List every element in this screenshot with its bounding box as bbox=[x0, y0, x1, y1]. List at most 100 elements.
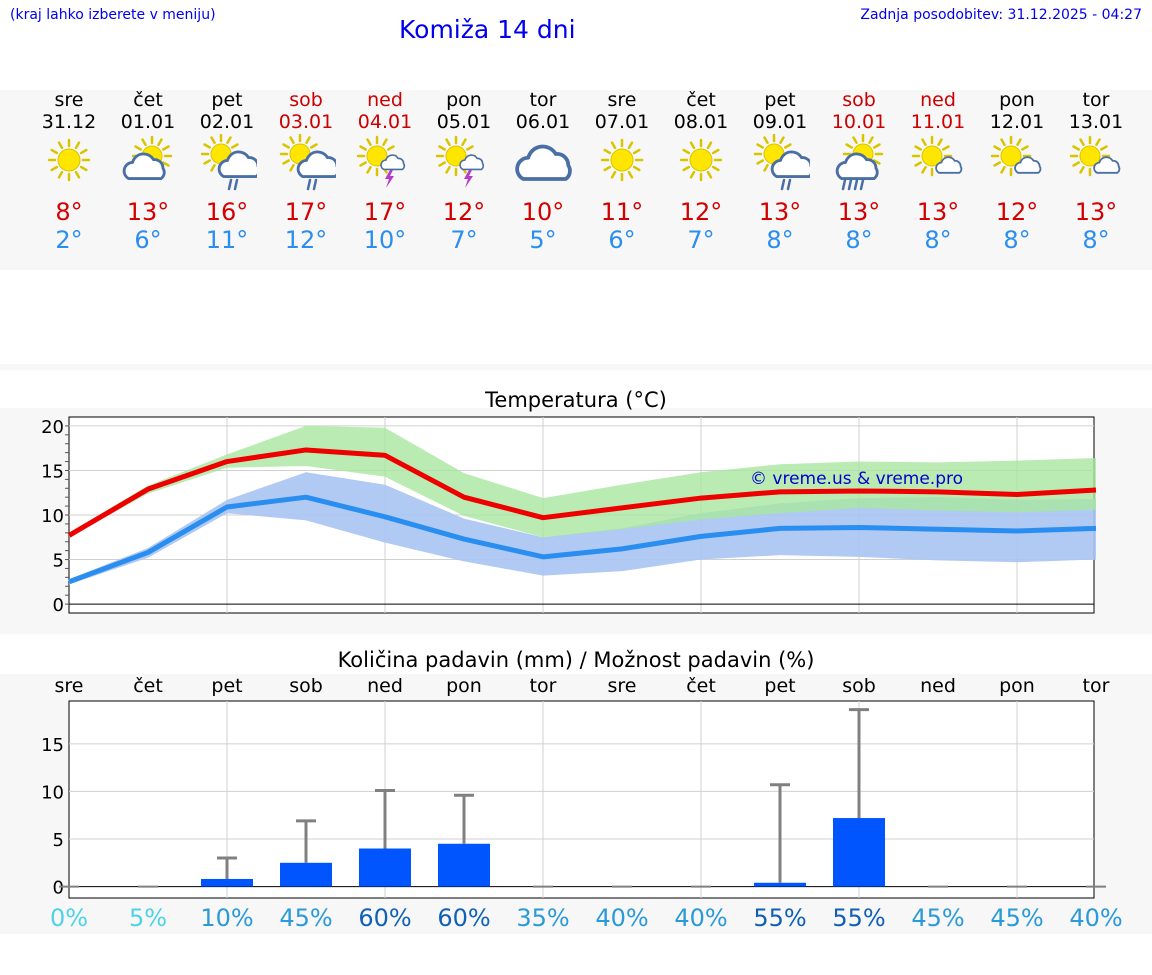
precip-probability: 45% bbox=[279, 904, 333, 932]
separator-band bbox=[0, 364, 1152, 370]
day-name: tor bbox=[1082, 89, 1110, 111]
min-temperature: 8° bbox=[1003, 226, 1031, 254]
precip-probability: 40% bbox=[1069, 904, 1123, 932]
sun-cloud-rain-icon bbox=[200, 134, 257, 191]
max-temperature: 13° bbox=[837, 198, 881, 226]
precip-day-label: sre bbox=[54, 675, 84, 697]
precip-probability: 0% bbox=[49, 904, 89, 932]
precip-probability: 45% bbox=[990, 904, 1044, 932]
precip-day-label: čet bbox=[686, 675, 716, 697]
min-temperature: 8° bbox=[766, 226, 794, 254]
min-temperature: 8° bbox=[924, 226, 952, 254]
min-temperature: 7° bbox=[450, 226, 478, 254]
precip-y-tick-label: 0 bbox=[53, 878, 64, 899]
day-date: 03.01 bbox=[278, 111, 334, 133]
precip-probability: 55% bbox=[753, 904, 807, 932]
sun-cloud-rain-icon bbox=[753, 134, 810, 191]
precip-probability: 60% bbox=[437, 904, 491, 932]
precip-probability: 5% bbox=[128, 904, 168, 932]
day-name: pet bbox=[211, 89, 243, 111]
max-temperature: 8° bbox=[55, 198, 83, 226]
menu-hint[interactable]: (kraj lahko izberete v meniju) bbox=[10, 7, 216, 23]
precip-probability: 55% bbox=[832, 904, 886, 932]
max-temperature: 12° bbox=[442, 198, 486, 226]
sun-cloud-heavy-rain-icon bbox=[835, 134, 884, 191]
day-name: pon bbox=[446, 89, 482, 111]
day-date: 11.01 bbox=[910, 111, 966, 133]
day-name: pet bbox=[764, 89, 796, 111]
min-temperature: 5° bbox=[529, 226, 557, 254]
day-name: tor bbox=[529, 89, 557, 111]
precip-day-label: pon bbox=[446, 675, 482, 697]
day-name: ned bbox=[920, 89, 956, 111]
max-temperature: 13° bbox=[1074, 198, 1118, 226]
sun-storm-icon bbox=[435, 135, 485, 188]
precipitation-chart-title: Količina padavin (mm) / Možnost padavin … bbox=[337, 648, 815, 672]
sun-small-cloud-icon bbox=[911, 135, 963, 177]
precip-y-tick-label: 10 bbox=[41, 782, 64, 803]
day-name: sob bbox=[289, 89, 323, 111]
precip-plot-area bbox=[68, 700, 1095, 899]
sun-icon bbox=[679, 138, 723, 182]
temperature-chart: 0 5 10 15 20 © vreme.us & vreme.pro bbox=[41, 416, 1097, 616]
max-temperature: 13° bbox=[758, 198, 802, 226]
precip-bar bbox=[201, 878, 253, 887]
max-temperature: 10° bbox=[521, 198, 565, 226]
temperature-chart-title: Temperatura (°C) bbox=[485, 388, 667, 412]
precip-bar bbox=[833, 818, 885, 887]
precip-day-label: tor bbox=[1082, 675, 1110, 697]
day-name: sre bbox=[607, 89, 637, 111]
day-name: čet bbox=[133, 89, 163, 111]
precip-bar bbox=[438, 843, 490, 887]
precip-day-label: tor bbox=[529, 675, 557, 697]
min-temperature: 6° bbox=[134, 226, 162, 254]
day-name: ned bbox=[367, 89, 403, 111]
sun-cloud-rain-icon bbox=[279, 134, 336, 191]
precip-day-label: ned bbox=[920, 675, 956, 697]
day-date: 13.01 bbox=[1068, 111, 1124, 133]
sun-small-cloud-icon bbox=[1069, 135, 1121, 177]
day-name: čet bbox=[686, 89, 716, 111]
temp-y-tick-label: 20 bbox=[41, 417, 64, 438]
day-date: 10.01 bbox=[831, 111, 887, 133]
last-update: Zadnja posodobitev: 31.12.2025 - 04:27 bbox=[860, 7, 1142, 23]
precip-day-label: sob bbox=[289, 675, 323, 697]
precip-day-label: sre bbox=[607, 675, 637, 697]
day-name: sre bbox=[54, 89, 84, 111]
precip-probability: 45% bbox=[911, 904, 965, 932]
max-temperature: 12° bbox=[679, 198, 723, 226]
day-date: 01.01 bbox=[120, 111, 176, 133]
precip-probability: 35% bbox=[516, 904, 570, 932]
precip-bar bbox=[359, 848, 411, 887]
max-temperature: 13° bbox=[126, 198, 170, 226]
precip-day-label: ned bbox=[367, 675, 403, 697]
max-temperature: 16° bbox=[205, 198, 249, 226]
day-name: pon bbox=[999, 89, 1035, 111]
max-temperature: 12° bbox=[995, 198, 1039, 226]
min-temp-line bbox=[68, 494, 1097, 585]
precip-bar bbox=[280, 862, 332, 887]
precip-bar bbox=[754, 882, 806, 887]
min-temperature: 6° bbox=[608, 226, 636, 254]
min-temperature: 11° bbox=[205, 226, 249, 254]
min-temperature: 12° bbox=[284, 226, 328, 254]
precip-day-label: pet bbox=[764, 675, 796, 697]
min-temperature: 8° bbox=[1082, 226, 1110, 254]
min-temperature: 2° bbox=[55, 226, 83, 254]
temp-y-tick-label: 15 bbox=[41, 461, 64, 482]
precip-y-tick-label: 15 bbox=[41, 735, 64, 756]
min-temperature: 7° bbox=[687, 226, 715, 254]
precipitation-chart: 0 5 10 15 bbox=[41, 700, 1106, 899]
precip-day-label: sob bbox=[842, 675, 876, 697]
max-temp-line bbox=[67, 447, 1097, 538]
precip-probability: 40% bbox=[674, 904, 728, 932]
precip-day-label: pet bbox=[211, 675, 243, 697]
precip-probability: 60% bbox=[358, 904, 412, 932]
day-date: 09.01 bbox=[752, 111, 808, 133]
sun-storm-icon bbox=[356, 135, 406, 188]
day-date: 07.01 bbox=[594, 111, 650, 133]
cloud-icon bbox=[515, 144, 572, 181]
day-date: 04.01 bbox=[357, 111, 413, 133]
day-date: 12.01 bbox=[989, 111, 1045, 133]
max-temperature: 11° bbox=[600, 198, 644, 226]
